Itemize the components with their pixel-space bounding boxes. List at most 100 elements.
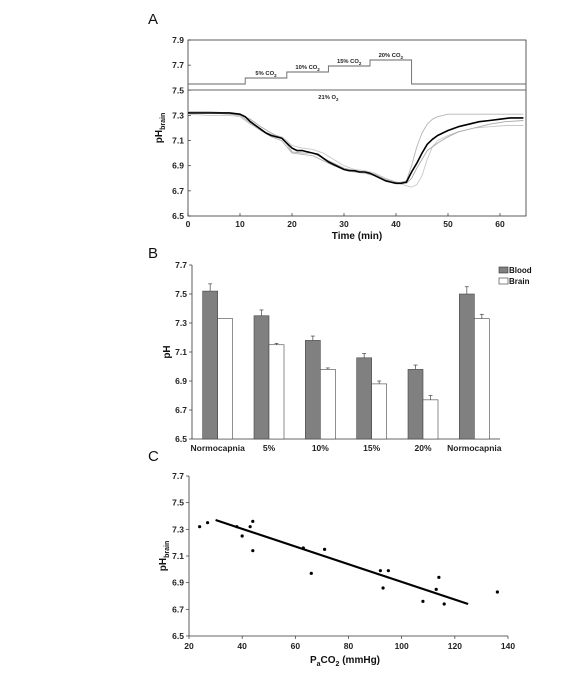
scatter-point	[437, 575, 441, 579]
panel-a-chart: 6.5 6.7 6.9 7.1 7.3 7.5 7.7 7.9 0 10 20 30 40 50 60 5%…	[154, 35, 527, 242]
scatter-point	[309, 571, 313, 575]
scatter-point	[206, 521, 210, 525]
regression-line	[215, 518, 469, 606]
panel-c-xlabel-co-sub: 2	[336, 661, 340, 668]
scatter-point	[322, 547, 327, 551]
c-xtick-label: 40	[237, 641, 247, 651]
co2-protocol-line	[188, 59, 526, 85]
co2-step-label: 5% CO2	[255, 71, 277, 78]
panel-a-ylabel-sub: brain	[160, 113, 167, 130]
legend-blood-label: Blood	[509, 266, 532, 275]
c-xtick-label: 60	[291, 641, 301, 651]
c-ytick-label: 7.1	[172, 551, 184, 561]
b-ytick-label: 7.5	[175, 289, 187, 299]
b-category-label: 15%	[363, 443, 380, 453]
panel-c-xlabel-p-sub: a	[317, 661, 321, 668]
scatter-point	[421, 599, 425, 603]
legend-brain-swatch	[498, 277, 509, 285]
c-xtick-label: 80	[344, 641, 354, 651]
o2-label: 21% O2	[318, 95, 339, 102]
a-ytick-label: 7.9	[172, 35, 184, 45]
scatter-point	[248, 525, 252, 529]
b-category-label: 5%	[263, 443, 276, 453]
c-ytick-label: 6.5	[172, 631, 184, 641]
bar-blood	[305, 340, 321, 440]
panel-a-series	[187, 111, 524, 188]
b-ytick-label: 7.3	[175, 318, 187, 328]
c-xtick-label: 140	[501, 641, 515, 651]
bar-brain	[217, 318, 233, 440]
scatter-point	[251, 549, 255, 553]
c-xtick-label: 20	[184, 641, 194, 651]
panel-c-letter: C	[148, 448, 159, 465]
a-xtick-label: 0	[186, 219, 191, 229]
bar-brain	[268, 344, 285, 440]
panel-c-ylabel-sub: brain	[164, 541, 171, 558]
b-category-label: 10%	[312, 443, 329, 453]
bar-brain	[320, 369, 336, 440]
bar-blood	[459, 293, 475, 440]
panel-b-letter: B	[148, 245, 158, 262]
a-ytick-label: 7.3	[172, 110, 184, 120]
panel-c-ylabel-main: pH	[158, 558, 169, 571]
panel-b-ylabel: pH	[162, 345, 173, 358]
panel-c-xlabel: PaCO2 (mmHg)	[310, 655, 380, 668]
c-xtick-label: 120	[448, 641, 462, 651]
bar-blood	[202, 290, 218, 440]
legend-blood-swatch	[498, 266, 509, 274]
o2-label-sub: 2	[336, 97, 339, 102]
co2-step-label: 10% CO2	[295, 65, 320, 72]
c-xtick-label: 100	[395, 641, 409, 651]
a-xtick-label: 30	[339, 219, 349, 229]
co2-step-label-sub: 2	[274, 73, 277, 78]
scatter-point	[240, 534, 244, 538]
panel-b-legend: Blood Brain	[498, 266, 532, 286]
b-ytick-label: 6.5	[175, 434, 187, 444]
b-ytick-label: 6.7	[175, 405, 187, 415]
panel-a-protocol: 5% CO2 10% CO2 15% CO2 20% CO2 21% O2	[188, 53, 526, 102]
bar-blood	[356, 357, 372, 440]
scatter-point	[381, 586, 385, 590]
a-ytick-label: 6.7	[172, 186, 184, 196]
co2-step-label: 20% CO2	[379, 53, 404, 60]
a-xtick-label: 40	[391, 219, 401, 229]
scatter-point	[442, 602, 446, 606]
c-ytick-label: 7.7	[172, 471, 184, 481]
b-category-label: Normocapnia	[191, 443, 246, 453]
panel-c-ylabel: pHbrain	[158, 541, 171, 571]
co2-step-label-sub: 2	[359, 61, 362, 66]
co2-step-label-sub: 2	[401, 55, 404, 60]
panel-a-ylabel-main: pH	[154, 130, 165, 143]
a-ytick-label: 6.5	[172, 211, 184, 221]
c-ytick-label: 7.3	[172, 524, 184, 534]
scatter-point	[378, 569, 382, 573]
scatter-point	[198, 525, 202, 529]
panel-c-points	[198, 518, 499, 606]
panel-c-xlabel-co: CO	[321, 655, 336, 666]
a-xtick-label: 20	[287, 219, 297, 229]
panel-c-xlabel-unit: (mmHg)	[339, 655, 380, 666]
panel-a-letter: A	[148, 11, 158, 28]
a-xtick-label: 50	[443, 219, 453, 229]
a-ytick-label: 7.5	[172, 85, 184, 95]
panel-a-axes-frame	[187, 39, 527, 217]
ph-mean-line	[188, 112, 524, 185]
scatter-point	[251, 519, 255, 523]
panel-a-ticks: 6.5 6.7 6.9 7.1 7.3 7.5 7.7 7.9 0 10 20 30 40 50 60	[172, 35, 505, 229]
c-ytick-label: 6.7	[172, 604, 184, 614]
bar-blood	[407, 369, 424, 440]
panel-b-bars	[202, 283, 490, 440]
b-category-label: Normocapnia	[447, 443, 502, 453]
panel-c-ticks: 6.5 6.7 6.9 7.1 7.3 7.5 7.7 20 40 60 80 100 120 140	[172, 471, 515, 651]
legend-brain-label: Brain	[509, 277, 530, 286]
co2-step-label: 15% CO2	[337, 59, 362, 66]
panel-b-chart: 6.5 6.7 6.9 7.1 7.3 7.5 7.7 Normocapnia 5% 10% 15%…	[162, 260, 532, 453]
b-ytick-label: 7.1	[175, 347, 187, 357]
scatter-point	[386, 569, 390, 573]
a-ytick-label: 7.7	[172, 60, 184, 70]
bar-brain	[474, 318, 490, 440]
b-ytick-label: 6.9	[175, 376, 187, 386]
scatter-point	[301, 546, 305, 550]
panel-a-ylabel: pHbrain	[154, 113, 167, 143]
